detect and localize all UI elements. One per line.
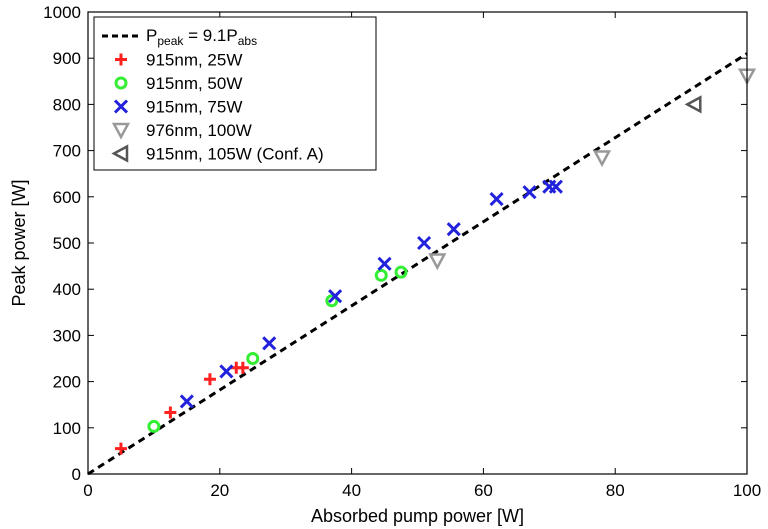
y-tick-label: 800	[53, 95, 81, 114]
x-tick-label: 80	[606, 481, 625, 500]
fit-line-layer	[87, 52, 748, 476]
y-axis-label: Peak power [W]	[9, 179, 29, 306]
data-point-series-0	[114, 442, 127, 455]
data-point-series-2	[219, 364, 234, 379]
x-tick-label: 60	[474, 481, 493, 500]
fit-line	[87, 52, 748, 476]
y-tick-label: 200	[53, 373, 81, 392]
fit-label-mid: = 9.1P	[183, 26, 237, 45]
data-point-series-2	[417, 235, 432, 251]
data-point-series-2	[377, 256, 392, 271]
legend-marker-series-3	[111, 122, 131, 140]
x-tick-label: 20	[210, 481, 229, 500]
data-point-series-0	[164, 406, 177, 419]
y-tick-label: 900	[53, 49, 81, 68]
data-point-series-1	[394, 265, 408, 279]
x-tick-label: 100	[733, 481, 761, 500]
x-tick-label: 40	[342, 481, 361, 500]
fit-label-sub-peak: peak	[157, 34, 184, 48]
legend-label-series-0: 915nm, 25W	[146, 51, 242, 70]
legend-marker-series-0	[115, 53, 127, 66]
legend-box	[93, 16, 377, 171]
fit-label-sub-abs: abs	[238, 34, 257, 48]
ticks-layer: 0 20 40 60 80 1000100200300400500600700800900…	[43, 3, 761, 500]
fit-label-base: P	[146, 26, 157, 45]
y-tick-label: 700	[53, 142, 81, 161]
data-point-series-1	[246, 352, 260, 365]
data-point-series-2	[179, 394, 194, 409]
data-point-series-2	[548, 179, 563, 194]
legend-label-series-4: 915nm, 105W (Conf. A)	[146, 145, 324, 164]
data-point-series-3	[592, 150, 612, 168]
legend-marker-series-1	[114, 76, 128, 90]
data-point-series-1	[325, 294, 339, 308]
legend-label-series-3: 976nm, 100W	[146, 121, 252, 140]
legend-entries: 915nm, 25W 915nm, 50W 915nm, 75W 976nm, 100…	[111, 51, 324, 164]
y-tick-label: 0	[72, 465, 81, 484]
data-marks-layer	[114, 68, 757, 455]
data-point-series-1	[374, 268, 388, 282]
data-point-series-0	[203, 373, 216, 386]
legend-marker-series-4	[111, 144, 129, 163]
y-tick-label: 600	[53, 188, 81, 207]
y-tick-label: 500	[53, 234, 81, 253]
y-tick-label: 400	[53, 280, 81, 299]
data-point-series-1	[147, 419, 161, 433]
data-point-series-2	[489, 192, 504, 207]
legend-marker-series-2	[113, 99, 129, 114]
data-point-series-2	[262, 336, 277, 351]
y-tick-label: 1000	[43, 3, 81, 22]
x-axis-label: Absorbed pump power [W]	[311, 506, 524, 526]
y-tick-label: 100	[53, 419, 81, 438]
data-point-series-4	[684, 95, 702, 114]
legend-fit-label: Ppeak = 9.1Pabs	[146, 26, 257, 48]
data-point-series-0	[236, 361, 249, 374]
data-point-series-2	[446, 222, 461, 237]
legend-label-series-2: 915nm, 75W	[146, 98, 242, 117]
data-point-series-2	[328, 289, 343, 304]
y-tick-label: 300	[53, 326, 81, 345]
data-point-series-3	[428, 253, 447, 271]
data-point-series-2	[522, 185, 537, 200]
legend-label-series-1: 915nm, 50W	[146, 74, 242, 93]
x-tick-label: 0	[83, 481, 92, 500]
